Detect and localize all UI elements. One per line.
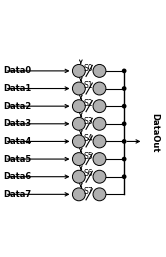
Text: S7: S7 bbox=[83, 187, 93, 196]
Text: Data3: Data3 bbox=[3, 119, 32, 128]
Circle shape bbox=[93, 82, 106, 95]
Circle shape bbox=[72, 65, 85, 77]
Circle shape bbox=[123, 69, 126, 72]
Text: S0: S0 bbox=[83, 64, 93, 73]
Circle shape bbox=[123, 87, 126, 90]
Circle shape bbox=[72, 117, 85, 130]
Text: Data1: Data1 bbox=[3, 84, 32, 93]
Circle shape bbox=[123, 122, 126, 125]
Circle shape bbox=[93, 153, 106, 166]
Circle shape bbox=[123, 175, 126, 178]
Text: S3: S3 bbox=[83, 116, 93, 126]
Text: Data0: Data0 bbox=[3, 66, 32, 75]
Circle shape bbox=[72, 153, 85, 166]
Text: S1: S1 bbox=[83, 81, 93, 90]
Text: Data4: Data4 bbox=[3, 137, 32, 146]
Text: S6: S6 bbox=[83, 169, 93, 178]
Circle shape bbox=[123, 140, 126, 143]
Circle shape bbox=[72, 82, 85, 95]
Text: Data5: Data5 bbox=[3, 154, 32, 163]
Circle shape bbox=[72, 170, 85, 183]
Text: Data2: Data2 bbox=[3, 102, 32, 111]
Text: Data7: Data7 bbox=[3, 190, 32, 199]
Text: S5: S5 bbox=[83, 152, 93, 161]
Circle shape bbox=[123, 105, 126, 108]
Text: DataOut: DataOut bbox=[150, 113, 159, 152]
Circle shape bbox=[72, 100, 85, 113]
Circle shape bbox=[72, 135, 85, 148]
Circle shape bbox=[93, 170, 106, 183]
Circle shape bbox=[93, 117, 106, 130]
Circle shape bbox=[93, 65, 106, 77]
Circle shape bbox=[93, 135, 106, 148]
Circle shape bbox=[72, 188, 85, 201]
Text: S4: S4 bbox=[83, 134, 93, 143]
Text: S2: S2 bbox=[83, 99, 93, 108]
Circle shape bbox=[123, 158, 126, 161]
Circle shape bbox=[93, 100, 106, 113]
Circle shape bbox=[93, 188, 106, 201]
Text: Data6: Data6 bbox=[3, 172, 32, 181]
